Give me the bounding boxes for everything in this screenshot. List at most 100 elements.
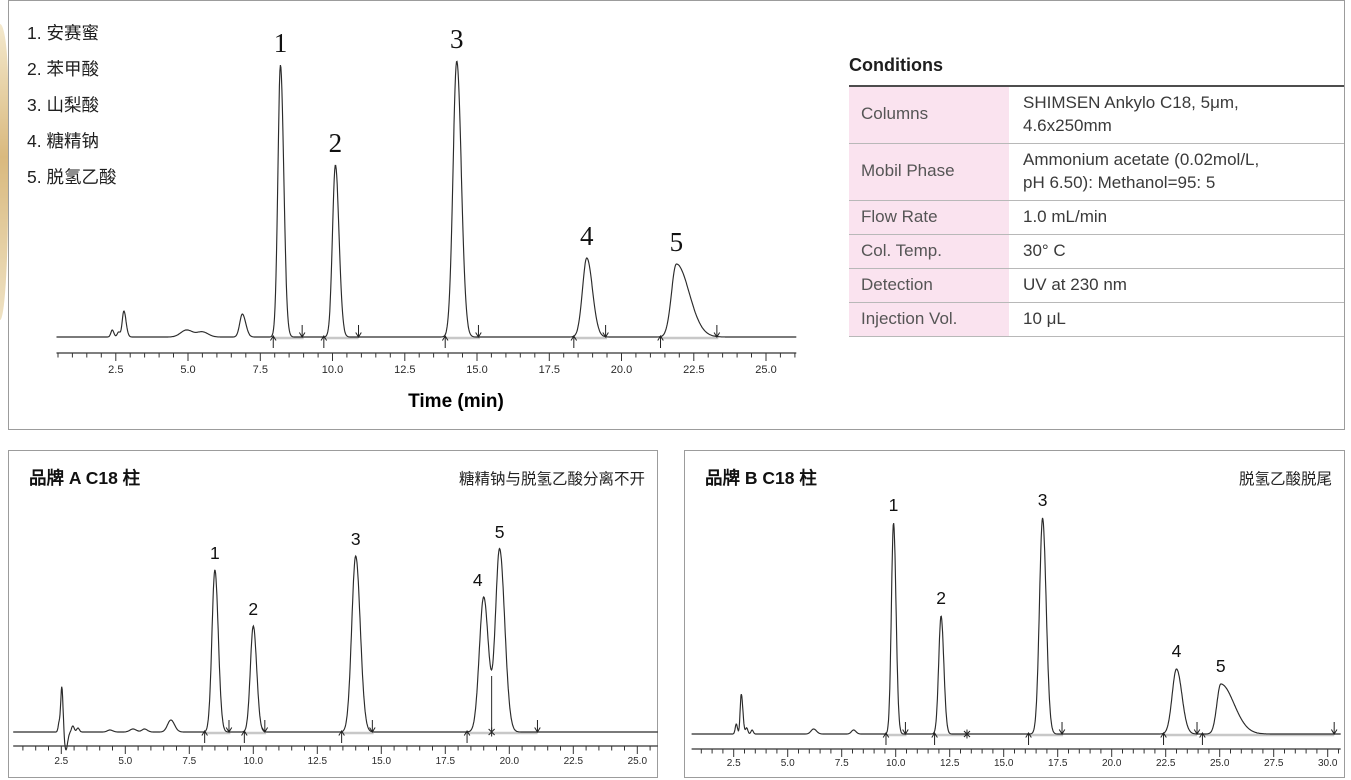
axis-tick-label: 7.5 [835, 758, 849, 769]
conditions-row: Columns SHIMSEN Ankylo C18, 5μm, 4.6x250m… [849, 87, 1344, 144]
compound-legend: 1. 安赛蜜 2. 苯甲酸 3. 山梨酸 4. 糖精钠 5. 脱氢乙酸 [27, 15, 116, 195]
axis-tick-label: 17.5 [539, 364, 560, 376]
integration-end-arrow [534, 720, 541, 733]
axis-tick-label: 10.0 [244, 756, 264, 767]
axis-tick-label: 22.5 [564, 756, 584, 767]
axis-tick-label: 30.0 [1318, 758, 1338, 769]
legend-item: 2. 苯甲酸 [27, 59, 99, 79]
integration-start-arrow [338, 730, 345, 743]
condition-label: Injection Vol. [849, 302, 1009, 336]
axis-tick-label: 27.5 [1264, 758, 1284, 769]
integration-end-arrow [355, 325, 362, 338]
axis-tick-label: 17.5 [1048, 758, 1068, 769]
condition-value: SHIMSEN Ankylo C18, 5μm, 4.6x250mm [1023, 93, 1239, 135]
axis-tick-label: 12.5 [394, 364, 415, 376]
condition-value: UV at 230 nm [1023, 274, 1127, 294]
conditions-table: Conditions Columns SHIMSEN Ankylo C18, 5μ… [849, 55, 1344, 337]
axis-tick-label: 12.5 [308, 756, 328, 767]
integration-end-arrow [602, 325, 609, 338]
chromatogram-brand-a: 2.5 5.0 7.5 10.0 12.5 15.0 17.5 20.0 22.5 25.0 1 2 3… [13, 522, 658, 767]
peak-label: 5 [1216, 656, 1226, 676]
axis-tick-label: 17.5 [436, 756, 456, 767]
axis-tick-label: 15.0 [994, 758, 1014, 769]
condition-label: Detection [849, 268, 1009, 302]
axis-tick-label: 25.0 [628, 756, 648, 767]
integration-start-arrow [241, 730, 248, 743]
axis-tick-label: 10.0 [886, 758, 906, 769]
axis-tick-label: 5.0 [180, 364, 195, 376]
integration-end-arrow [475, 325, 482, 338]
conditions-row: Detection UV at 230 nm [849, 268, 1344, 303]
x-axis-title: Time (min) [408, 391, 504, 412]
peak-label: 2 [936, 588, 946, 608]
peak-label: 3 [450, 24, 464, 54]
axis-tick-label: 15.0 [466, 364, 487, 376]
axis-tick-label: 20.0 [500, 756, 520, 767]
axis-tick-label: 2.5 [54, 756, 68, 767]
axis-tick-label: 7.5 [253, 364, 268, 376]
integration-start-arrow [1199, 732, 1206, 745]
valley-mark [963, 729, 971, 739]
axis-tick-label: 7.5 [182, 756, 196, 767]
condition-label: Flow Rate [849, 200, 1009, 234]
condition-label: Columns [849, 87, 1009, 143]
peak-label: 2 [329, 128, 343, 158]
condition-value: 10 μL [1023, 308, 1066, 328]
axis-tick-label: 15.0 [372, 756, 392, 767]
axis-tick-label: 25.0 [1210, 758, 1230, 769]
legend-item: 4. 糖精钠 [27, 131, 99, 151]
axis-tick-label: 20.0 [1102, 758, 1122, 769]
chromatogram-trace [691, 517, 1341, 735]
axis-tick-label: 25.0 [755, 364, 776, 376]
axis-tick-label: 2.5 [727, 758, 741, 769]
integration-start-arrow [201, 730, 208, 743]
integration-start-arrow [1160, 732, 1167, 745]
axis-tick-label: 22.5 [1156, 758, 1176, 769]
condition-value: Ammonium acetate (0.02mol/L, pH 6.50): M… [1023, 149, 1260, 192]
axis-tick-label: 22.5 [683, 364, 704, 376]
condition-value: 30° C [1023, 240, 1066, 260]
integration-end-arrow [1058, 722, 1066, 735]
peak-label: 5 [495, 522, 505, 542]
legend-item: 1. 安赛蜜 [27, 23, 99, 43]
panel-brand-a: 2.5 5.0 7.5 10.0 12.5 15.0 17.5 20.0 22.5 25.0 1 2 3… [8, 450, 658, 778]
integration-start-arrow [270, 335, 277, 348]
integration-start-arrow [882, 732, 890, 745]
axis-tick-label: 12.5 [940, 758, 960, 769]
brand-b-note: 脱氢乙酸脱尾 [1238, 471, 1332, 488]
chromatogram-trace [56, 60, 797, 338]
integration-start-arrow [570, 335, 578, 348]
peak-label: 3 [351, 529, 361, 549]
decor-page-edge [0, 24, 8, 320]
integration-end-arrow [225, 720, 233, 733]
conditions-rows: Columns SHIMSEN Ankylo C18, 5μm, 4.6x250m… [849, 87, 1344, 337]
condition-label: Col. Temp. [849, 234, 1009, 268]
brand-a-note: 糖精钠与脱氢乙酸分离不开 [458, 471, 645, 488]
conditions-row: Flow Rate 1.0 mL/min [849, 200, 1344, 235]
integration-start-arrow [931, 732, 938, 745]
integration-start-arrow [320, 335, 328, 348]
conditions-row: Col. Temp. 30° C [849, 234, 1344, 269]
integration-start-arrow [1025, 732, 1032, 745]
chromatogram-trace [13, 547, 658, 751]
conditions-row: Mobil Phase Ammonium acetate (0.02mol/L, … [849, 143, 1344, 201]
peak-label: 1 [274, 28, 288, 58]
axis-tick-label: 10.0 [322, 364, 343, 376]
axis-tick-label: 2.5 [108, 364, 123, 376]
axis-tick-label: 5.0 [781, 758, 795, 769]
panel-brand-b: 2.5 5.0 7.5 10.0 12.5 15.0 17.5 20.0 22.5 25.0 27.… [684, 450, 1345, 778]
peak-label: 1 [889, 495, 899, 515]
peak-label: 4 [580, 221, 594, 251]
conditions-row: Injection Vol. 10 μL [849, 302, 1344, 337]
peak-label: 3 [1038, 490, 1048, 510]
integration-end-arrow [298, 325, 306, 338]
integration-start-arrow [463, 730, 471, 743]
integration-start-arrow [657, 335, 664, 348]
peak-label: 5 [670, 227, 684, 257]
integration-start-arrow [441, 335, 449, 348]
legend-item: 3. 山梨酸 [27, 95, 99, 115]
peak-label: 4 [473, 570, 483, 590]
chromatogram-shimsen: 2.5 5.0 7.5 10.0 12.5 15.0 17.5 20.0 22.5 25.0 1 2 3… [56, 24, 797, 412]
peak-label: 2 [248, 599, 258, 619]
conditions-title: Conditions [849, 55, 1344, 87]
